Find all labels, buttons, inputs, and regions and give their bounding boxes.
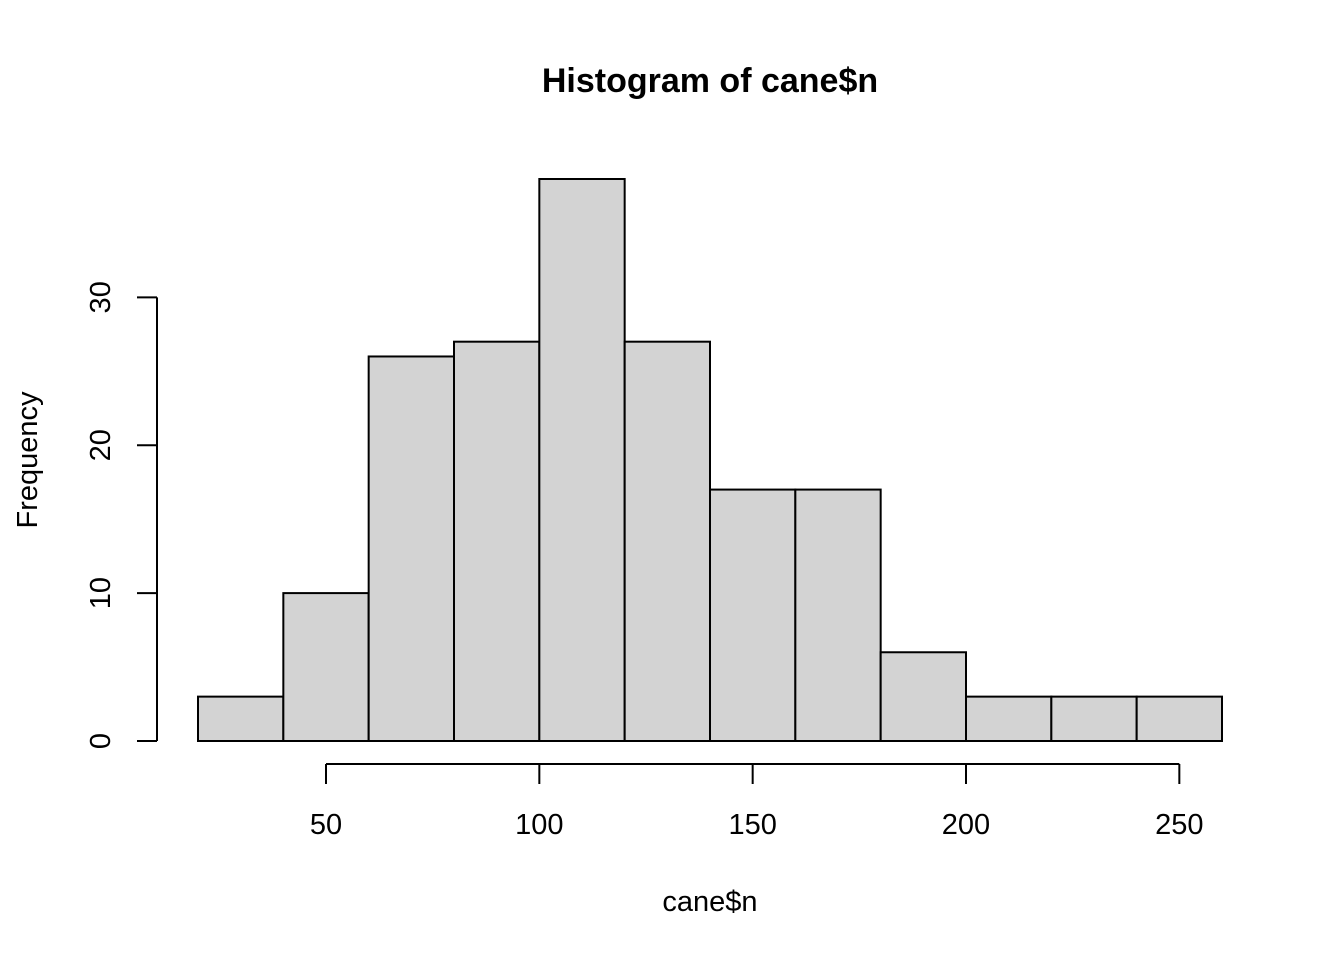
y-tick-label: 10	[85, 577, 117, 609]
histogram-bar-5	[623, 340, 712, 742]
y-tick-label: 30	[85, 281, 117, 313]
x-axis-label: cane$n	[662, 886, 757, 918]
x-axis: 50 100 150 200 250	[310, 763, 1204, 841]
histogram-bar-11	[1135, 695, 1223, 743]
bars-group	[197, 178, 1223, 743]
histogram-bar-4	[538, 178, 626, 742]
x-tick-label: 250	[1155, 809, 1203, 841]
x-tick-label: 150	[728, 809, 776, 841]
x-tick-label: 200	[942, 809, 990, 841]
histogram-bar-10	[1050, 695, 1138, 743]
histogram-bar-3	[453, 340, 541, 742]
x-tick-label: 50	[310, 809, 342, 841]
y-tick-label: 20	[85, 429, 117, 461]
histogram-bar-6	[709, 488, 797, 742]
histogram-bar-7	[794, 488, 882, 742]
x-tick-label: 100	[515, 809, 563, 841]
histogram-bar-1	[282, 592, 370, 743]
histogram-bar-9	[965, 695, 1053, 743]
y-axis-label: Frequency	[12, 391, 44, 529]
y-tick-label: 0	[85, 733, 117, 749]
y-axis: 0 10 20 30	[85, 281, 158, 749]
histogram-bar-2	[367, 355, 455, 742]
chart-title: Histogram of cane$n	[542, 62, 878, 100]
histogram-bar-8	[879, 651, 968, 743]
histogram-bar-0	[197, 695, 285, 743]
